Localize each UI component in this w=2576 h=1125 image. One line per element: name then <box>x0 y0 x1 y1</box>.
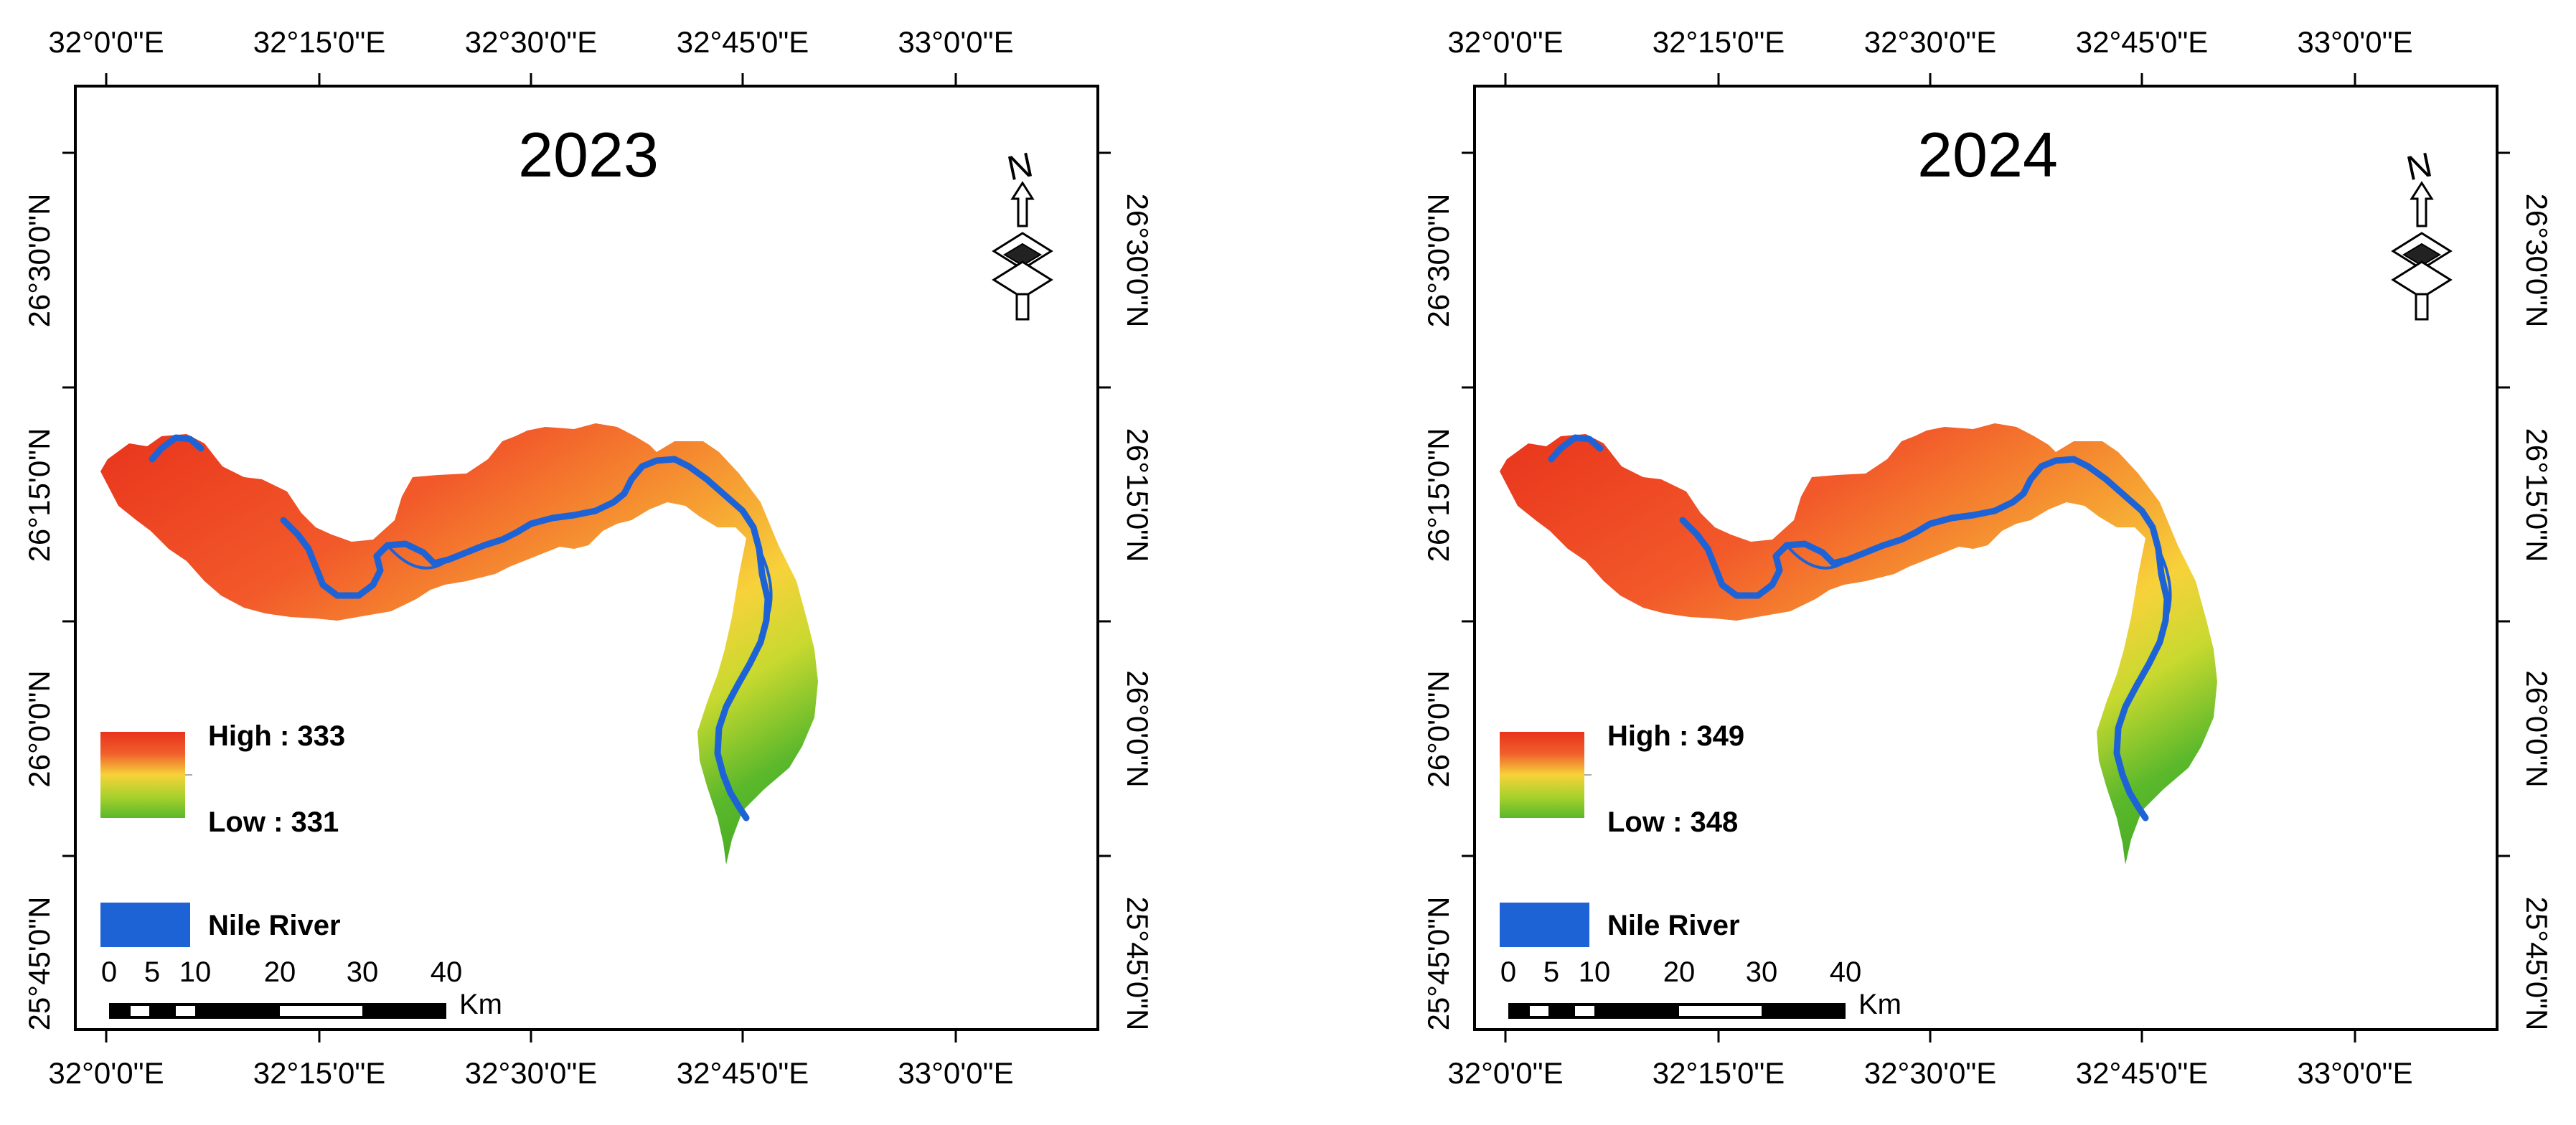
lon-label-bottom: 32°30'0"E <box>464 1056 598 1090</box>
scale-tick-label: 20 <box>1663 956 1696 988</box>
lon-label-bottom: 32°0'0"E <box>1447 1056 1564 1090</box>
lat-label-left: 26°15'0"N <box>1421 428 1455 562</box>
lat-label-left: 25°45'0"N <box>1421 896 1455 1031</box>
scale-bar <box>1508 1003 1846 1019</box>
river-channel <box>1785 544 1849 570</box>
lat-label-right: 25°45'0"N <box>1121 896 1155 1031</box>
lon-label-bottom: 32°15'0"E <box>253 1056 386 1090</box>
study-area-heatmap <box>1500 423 2217 865</box>
lat-label-left: 25°45'0"N <box>22 896 56 1031</box>
scale-tick-label: 10 <box>179 956 212 988</box>
lon-label-bottom: 32°15'0"E <box>1652 1056 1785 1090</box>
lon-label-top: 32°45'0"E <box>676 25 809 59</box>
lon-label-top: 32°30'0"E <box>464 25 598 59</box>
nile-river-line <box>1548 434 2171 822</box>
legend-high-label: High : 333 <box>208 720 346 752</box>
map-panel-2023: N 32°0'0"E 32°0'0"E 32°15'0"E 32°15'0"E 32°30… <box>0 0 1205 1125</box>
lon-label-bottom: 32°30'0"E <box>1863 1056 1997 1090</box>
lon-label-top: 32°15'0"E <box>1652 25 1785 59</box>
scale-tick-label: 40 <box>1829 956 1862 988</box>
map-canvas: N <box>1462 73 2510 1042</box>
lon-label-top: 32°0'0"E <box>48 25 164 59</box>
lon-label-bottom: 33°0'0"E <box>898 1056 1014 1090</box>
legend-river-label: Nile River <box>1607 910 1740 941</box>
scale-unit-label: Km <box>1858 989 1902 1020</box>
lat-label-right: 26°30'0"N <box>2520 193 2554 328</box>
north-arrow-icon <box>992 181 1053 321</box>
legend-gradient-swatch <box>100 732 185 818</box>
legend-river-swatch <box>100 903 190 947</box>
scale-tick-label: 0 <box>100 956 118 988</box>
lon-label-top: 32°45'0"E <box>2075 25 2209 59</box>
map-panel-2024: N 32°0'0"E 32°0'0"E 32°15'0"E 32°15'0"E 32°30… <box>1399 0 2576 1125</box>
lat-label-right: 26°30'0"N <box>1121 193 1155 328</box>
lon-label-bottom: 32°45'0"E <box>676 1056 809 1090</box>
scale-tick-label: 5 <box>1543 956 1560 988</box>
scale-tick-label: 20 <box>263 956 296 988</box>
map-canvas: N <box>62 73 1111 1042</box>
scale-tick-label: 30 <box>1745 956 1778 988</box>
nile-river-line <box>149 434 771 822</box>
lon-label-bottom: 32°45'0"E <box>2075 1056 2209 1090</box>
river-channel <box>2157 548 2172 621</box>
map-year-title: 2023 <box>518 119 659 190</box>
study-area-heatmap <box>100 423 818 865</box>
scale-tick-label: 10 <box>1578 956 1611 988</box>
lon-label-top: 32°0'0"E <box>1447 25 1564 59</box>
scale-unit-label: Km <box>459 989 502 1020</box>
legend-low-label: Low : 331 <box>208 806 339 838</box>
scale-tick-label: 5 <box>144 956 161 988</box>
scale-bar <box>109 1003 446 1019</box>
lon-label-bottom: 32°0'0"E <box>48 1056 164 1090</box>
scale-tick-label: 40 <box>430 956 463 988</box>
lat-label-right: 26°0'0"N <box>1121 670 1155 788</box>
river-channel <box>386 544 450 570</box>
legend-gradient-swatch <box>1500 732 1584 818</box>
lat-label-left: 26°0'0"N <box>22 670 56 788</box>
lat-label-left: 26°0'0"N <box>1421 670 1455 788</box>
map-year-title: 2024 <box>1917 119 2058 190</box>
lon-label-top: 32°30'0"E <box>1863 25 1997 59</box>
legend-low-label: Low : 348 <box>1607 806 1739 838</box>
lat-label-left: 26°30'0"N <box>1421 193 1455 328</box>
lat-label-right: 26°15'0"N <box>1121 428 1155 562</box>
lon-label-top: 33°0'0"E <box>898 25 1014 59</box>
north-arrow-icon <box>2391 181 2453 321</box>
lat-label-right: 25°45'0"N <box>2520 896 2554 1031</box>
lat-label-right: 26°0'0"N <box>2520 670 2554 788</box>
river-channel <box>758 548 773 621</box>
lat-label-left: 26°15'0"N <box>22 428 56 562</box>
lat-label-right: 26°15'0"N <box>2520 428 2554 562</box>
scale-tick-label: 30 <box>346 956 379 988</box>
lon-label-bottom: 33°0'0"E <box>2297 1056 2413 1090</box>
legend-river-label: Nile River <box>208 910 341 941</box>
lon-label-top: 32°15'0"E <box>253 25 386 59</box>
scale-tick-label: 0 <box>1500 956 1517 988</box>
lon-label-top: 33°0'0"E <box>2297 25 2413 59</box>
legend-high-label: High : 349 <box>1607 720 1745 752</box>
legend-river-swatch <box>1500 903 1589 947</box>
lat-label-left: 26°30'0"N <box>22 193 56 328</box>
